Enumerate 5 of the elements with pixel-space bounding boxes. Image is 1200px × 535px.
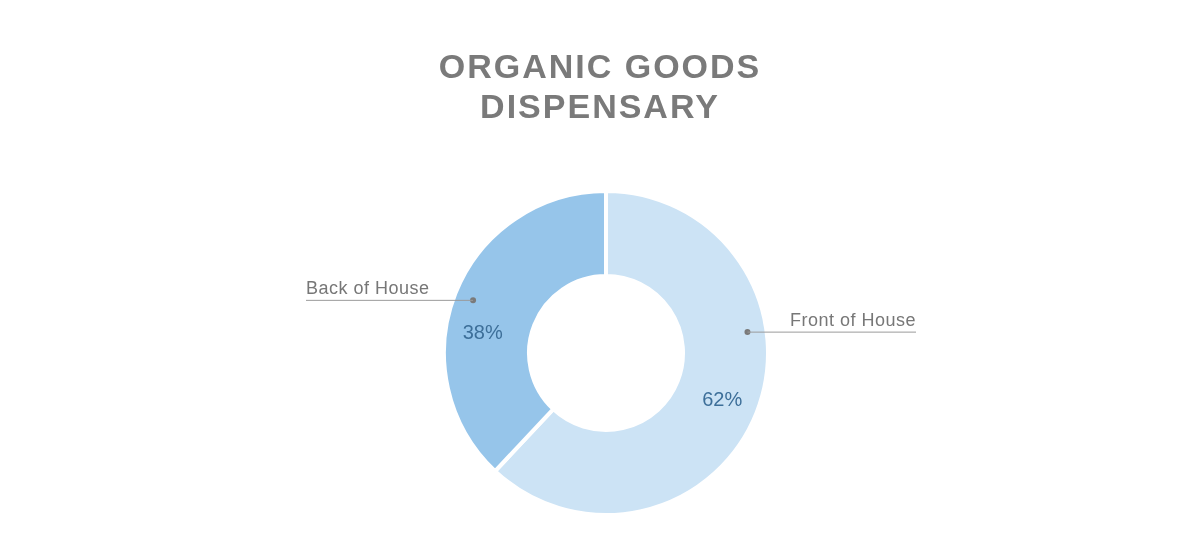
data-label: 62% — [702, 388, 743, 411]
chart-title: ORGANIC GOODS DISPENSARY — [437, 46, 763, 127]
slice-label: Front of House — [789, 310, 916, 331]
data-label: 38% — [462, 321, 503, 344]
slice-label: Back of House — [306, 278, 430, 299]
